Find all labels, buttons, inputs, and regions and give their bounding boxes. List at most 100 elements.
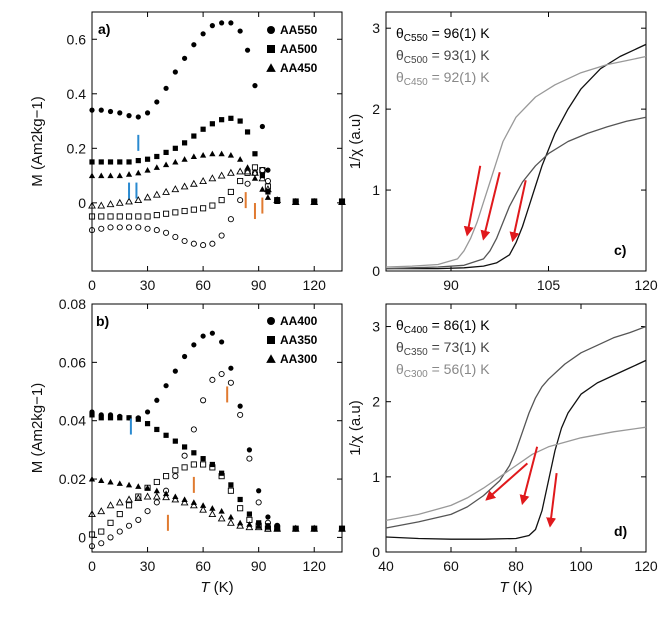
data-point xyxy=(252,83,258,89)
data-point xyxy=(189,179,198,187)
data-point xyxy=(125,197,133,205)
x-tick-label: 105 xyxy=(537,277,561,293)
data-point xyxy=(144,156,151,162)
x-tick-label: 0 xyxy=(88,277,96,293)
curie-temperature-label: θC500 = 93(1) K xyxy=(396,47,490,66)
cooling-arrow xyxy=(509,180,527,243)
data-point xyxy=(209,240,216,247)
cooling-arrow xyxy=(480,172,501,241)
legend-marker xyxy=(266,63,276,72)
data-point xyxy=(144,484,151,491)
legend-entry: AA500 xyxy=(280,42,318,56)
data-point xyxy=(199,505,207,513)
data-point xyxy=(228,482,234,488)
data-point xyxy=(172,368,178,374)
data-point xyxy=(106,501,115,509)
theta-value: = 93(1) K xyxy=(428,47,491,63)
data-point xyxy=(98,213,105,220)
series-aa550-zfc xyxy=(88,167,346,249)
data-point xyxy=(154,426,160,433)
series-line xyxy=(385,359,647,540)
legend-marker xyxy=(267,26,275,34)
data-point xyxy=(125,224,133,231)
data-point xyxy=(89,412,95,418)
data-point xyxy=(209,150,216,157)
theta-value: = 96(1) K xyxy=(428,25,491,41)
data-point xyxy=(163,149,169,156)
y-tick-label: 3 xyxy=(372,319,380,335)
data-point xyxy=(246,516,253,523)
data-point xyxy=(107,108,114,115)
data-point xyxy=(181,452,188,459)
theta-symbol: θ xyxy=(396,317,404,333)
data-point xyxy=(181,353,188,360)
theta-value: = 73(1) K xyxy=(428,339,491,355)
legend-marker xyxy=(266,354,276,363)
data-point xyxy=(200,333,206,339)
plot-frame xyxy=(91,303,343,553)
data-point xyxy=(244,164,251,170)
data-point xyxy=(181,464,188,471)
data-point xyxy=(125,522,133,529)
series-line xyxy=(385,55,647,268)
x-tick-label: 60 xyxy=(195,277,211,293)
data-point xyxy=(255,522,262,529)
legend-entry: AA450 xyxy=(280,61,318,75)
y-tick-label: 3 xyxy=(372,20,380,36)
theta-value: = 56(1) K xyxy=(428,361,491,377)
data-point xyxy=(209,376,216,383)
data-point xyxy=(163,210,170,217)
series-aa500-fc xyxy=(89,115,345,205)
data-point xyxy=(209,23,215,29)
y-axis-label: 1/χ (a.u) xyxy=(347,400,364,455)
data-point xyxy=(135,114,141,120)
data-point xyxy=(265,514,271,520)
data-point xyxy=(88,531,96,538)
data-point xyxy=(338,525,346,532)
x-tick-label: 100 xyxy=(569,558,593,574)
legend-entry: AA300 xyxy=(280,352,318,366)
data-point xyxy=(228,365,234,371)
data-point xyxy=(251,175,259,181)
x-axis-unit: (K) xyxy=(509,579,533,596)
data-point xyxy=(153,227,160,234)
data-point xyxy=(143,492,152,500)
data-point xyxy=(218,473,225,480)
data-point xyxy=(144,508,151,515)
data-point xyxy=(117,110,123,116)
data-point xyxy=(98,172,105,179)
data-point xyxy=(180,182,189,190)
data-point xyxy=(209,330,215,336)
data-point xyxy=(209,505,216,511)
data-point xyxy=(199,502,207,508)
data-point xyxy=(172,69,178,75)
cooling-arrow xyxy=(519,446,539,506)
data-point xyxy=(134,493,143,501)
data-point xyxy=(98,107,104,113)
plot-frame xyxy=(91,11,343,272)
data-point xyxy=(190,153,197,159)
data-point xyxy=(134,196,143,204)
data-point xyxy=(162,187,170,195)
y-axis-label: M (Am2kg−1) xyxy=(29,96,46,186)
data-point xyxy=(181,156,188,162)
data-point xyxy=(190,240,197,247)
data-point xyxy=(264,185,272,193)
data-point xyxy=(255,499,262,506)
data-point xyxy=(237,177,244,185)
data-point xyxy=(107,224,114,231)
data-point xyxy=(227,379,234,386)
data-point xyxy=(244,47,251,53)
theta-symbol: θ xyxy=(396,47,404,63)
data-point xyxy=(310,197,319,205)
data-point xyxy=(154,397,160,403)
data-point xyxy=(208,174,217,182)
data-point xyxy=(227,518,235,526)
data-point xyxy=(227,487,234,494)
theta-symbol: θ xyxy=(396,339,404,355)
panel-label: c) xyxy=(614,242,626,258)
data-point xyxy=(144,213,151,220)
data-point xyxy=(89,107,95,113)
data-point xyxy=(264,194,272,200)
data-point xyxy=(98,528,105,535)
